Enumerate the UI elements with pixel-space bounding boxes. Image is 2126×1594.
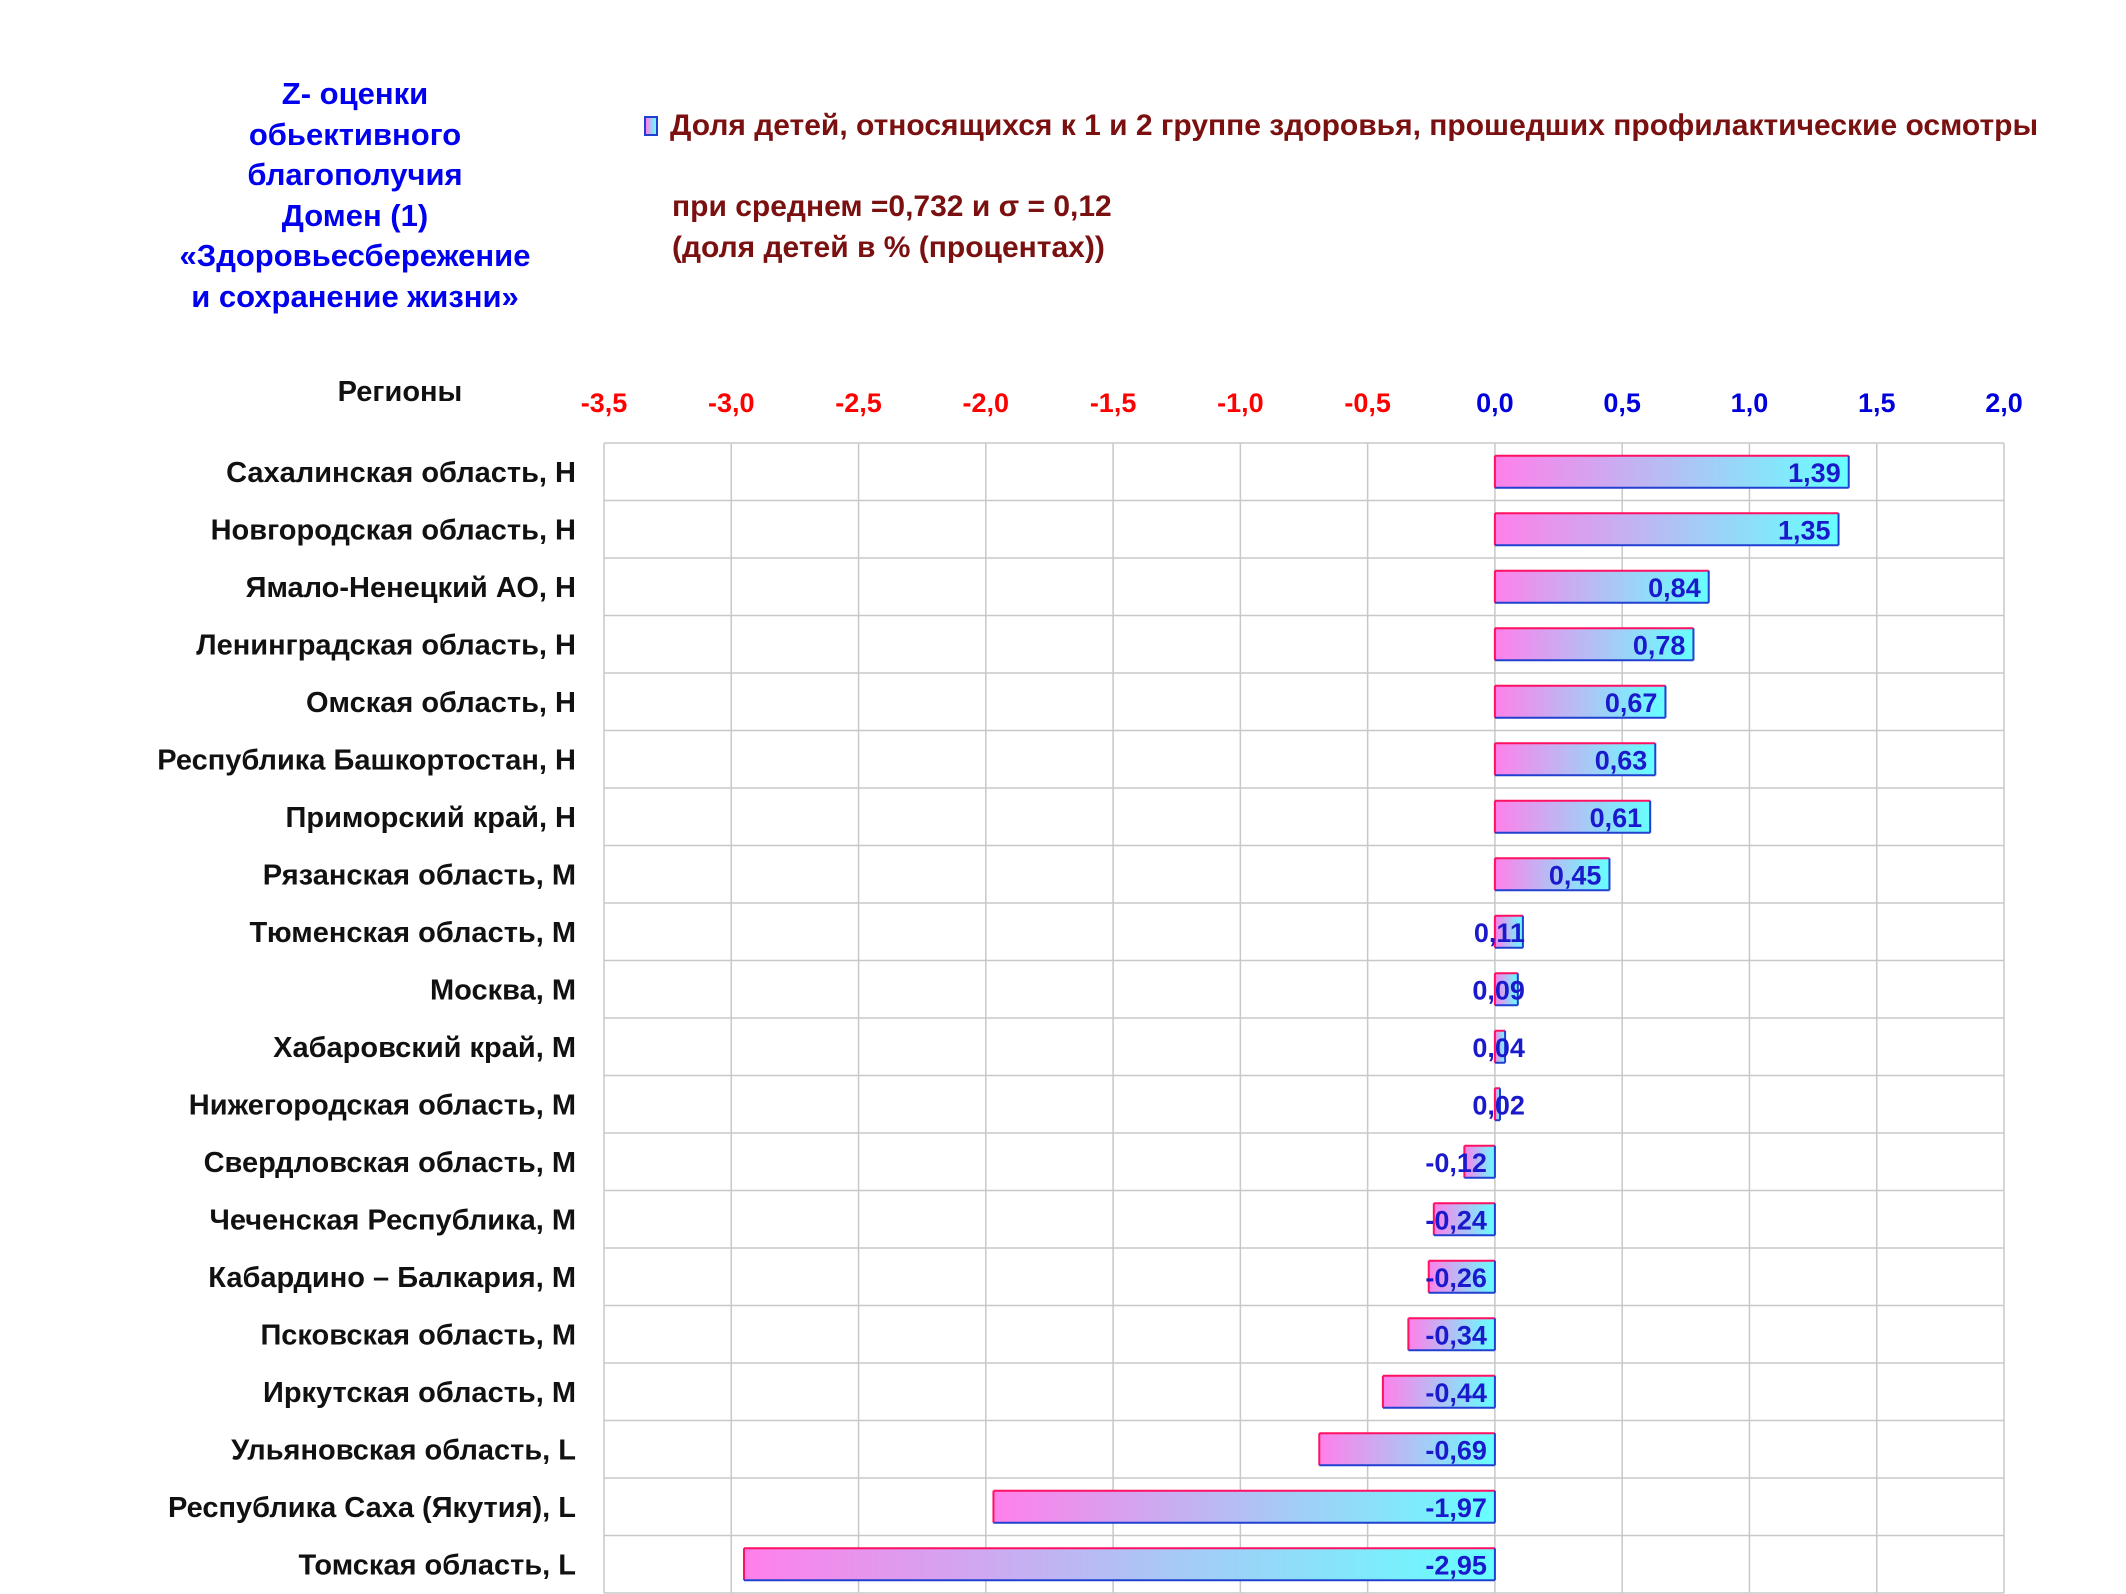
bar-value-label: 0,67 xyxy=(1605,688,1658,718)
statistics-note-line-1: при среднем =0,732 и σ = 0,12 xyxy=(672,190,1112,223)
category-label: Новгородская область, H xyxy=(211,514,576,546)
x-tick-label: -1,0 xyxy=(1217,388,1264,418)
category-label: Нижегородская область, M xyxy=(189,1089,576,1121)
legend: Доля детей, относящихся к 1 и 2 группе з… xyxy=(644,106,2038,146)
legend-swatch-icon xyxy=(644,116,658,136)
category-label: Хабаровский край, M xyxy=(273,1032,576,1064)
bar-value-label: 0,11 xyxy=(1474,918,1525,948)
category-label: Тюменская область, M xyxy=(250,917,576,949)
chart-title-block: Z- оценки обьективного благополучия Доме… xyxy=(135,74,575,317)
bar xyxy=(744,1548,1495,1581)
bar-value-label: -0,69 xyxy=(1425,1435,1487,1465)
title-line-6: и сохранение жизни» xyxy=(191,278,519,314)
bar xyxy=(1494,455,1849,488)
bar xyxy=(1408,1318,1495,1351)
bar-value-label: -0,44 xyxy=(1425,1378,1487,1408)
category-label: Иркутская область, M xyxy=(263,1377,576,1409)
bar-value-label: 1,39 xyxy=(1788,458,1841,488)
bar-value-label: 0,45 xyxy=(1549,860,1602,890)
title-line-4: Домен (1) xyxy=(281,197,429,233)
category-label: Рязанская область, M xyxy=(263,859,576,891)
category-label: Ульяновская область, L xyxy=(231,1434,576,1466)
category-label: Москва, M xyxy=(430,974,576,1006)
category-label: Приморский край, H xyxy=(286,802,576,834)
grid xyxy=(603,442,2005,1594)
x-tick-label: -2,5 xyxy=(835,388,882,418)
category-label: Республика Саха (Якутия), L xyxy=(168,1492,576,1524)
category-label: Сахалинская область, H xyxy=(226,457,576,489)
category-label: Ленинградская область, H xyxy=(196,629,576,661)
bar xyxy=(1494,800,1651,833)
statistics-note-line-2: (доля детей в % (процентах)) xyxy=(672,231,1105,264)
bar-value-label: 0,04 xyxy=(1472,1033,1525,1063)
bar xyxy=(993,1490,1495,1523)
x-tick-label: 0,0 xyxy=(1476,388,1514,418)
x-tick-label: 1,0 xyxy=(1731,388,1769,418)
bar xyxy=(1494,1088,1500,1121)
bar-value-label: -0,24 xyxy=(1425,1205,1487,1235)
x-tick-label: -3,0 xyxy=(708,388,755,418)
bar-value-label: 0,02 xyxy=(1472,1090,1525,1120)
bar xyxy=(1382,1375,1495,1408)
category-label: Омская область, H xyxy=(306,687,576,719)
bar-value-label: 0,09 xyxy=(1472,975,1525,1005)
x-tick-label: 1,5 xyxy=(1858,388,1896,418)
category-label: Томская область, L xyxy=(299,1549,576,1581)
category-label: Ямало-Ненецкий АО, H xyxy=(246,572,576,604)
bar-value-label: 0,63 xyxy=(1595,745,1648,775)
bar xyxy=(1494,685,1666,718)
bar xyxy=(1494,973,1518,1006)
bar-value-label: 0,78 xyxy=(1633,630,1686,660)
value-labels: 1,39 1,35 0,84 0,78 0,67 0,63 0,61 0,45 0,11 0,09… xyxy=(1425,458,1840,1581)
bar xyxy=(1494,513,1839,546)
bar xyxy=(1494,570,1709,603)
x-tick-label: -2,0 xyxy=(963,388,1010,418)
statistics-note: при среднем =0,732 и σ = 0,12 (доля дете… xyxy=(672,186,1112,268)
category-label: Чеченская Республика, M xyxy=(209,1204,576,1236)
bar xyxy=(1494,858,1610,891)
bar xyxy=(1494,915,1523,948)
bar xyxy=(1494,628,1694,661)
title-line-2: обьективного xyxy=(248,116,462,152)
bar-value-label: -0,12 xyxy=(1425,1148,1487,1178)
title-line-3: благополучия xyxy=(247,157,463,192)
bar-value-label: 0,61 xyxy=(1590,803,1643,833)
y-axis-title: Регионы xyxy=(337,376,463,408)
x-tick-label: 0,5 xyxy=(1603,388,1641,418)
bar-value-label: -2,95 xyxy=(1425,1550,1487,1580)
x-axis-ticks: -3,5 -3,0 -2,5 -2,0 -1,5 -1,0 -0,5 0,0 0,5 1,0 1,5… xyxy=(581,388,2023,418)
x-tick-label: -1,5 xyxy=(1090,388,1137,418)
bar-value-label: -0,34 xyxy=(1425,1320,1487,1350)
category-label: Республика Башкортостан, H xyxy=(157,744,576,776)
bar xyxy=(1428,1260,1495,1293)
title-line-5: «Здоровьесбережение xyxy=(179,238,531,273)
x-tick-label: -3,5 xyxy=(581,388,628,418)
category-labels: Сахалинская область, H Новгородская облас… xyxy=(157,457,576,1582)
bar-value-label: -1,97 xyxy=(1425,1493,1487,1523)
bar xyxy=(1433,1203,1495,1236)
bar-value-label: 1,35 xyxy=(1778,515,1831,545)
category-label: Псковская область, M xyxy=(260,1319,576,1351)
bars xyxy=(743,454,1850,1582)
bar xyxy=(1464,1145,1495,1178)
category-label: Свердловская область, M xyxy=(204,1147,576,1179)
bar-value-label: 0,84 xyxy=(1648,573,1701,603)
category-label: Кабардино – Балкария, M xyxy=(208,1262,576,1294)
x-tick-label: -0,5 xyxy=(1344,388,1391,418)
x-tick-label: 2,0 xyxy=(1985,388,2023,418)
bar xyxy=(1494,1030,1506,1063)
legend-label: Доля детей, относящихся к 1 и 2 группе з… xyxy=(670,109,2039,142)
bar xyxy=(1319,1433,1495,1466)
bar xyxy=(1494,743,1656,776)
title-line-1: Z- оценки xyxy=(281,76,429,111)
bar-value-label: -0,26 xyxy=(1425,1263,1487,1293)
